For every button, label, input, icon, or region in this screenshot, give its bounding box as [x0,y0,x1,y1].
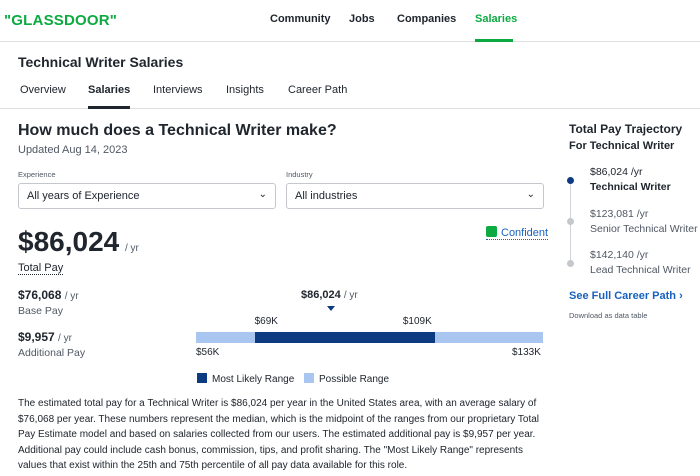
median-marker-icon [327,306,336,311]
industry-label: Industry [286,170,313,179]
additional-pay-label: Additional Pay [18,347,86,359]
top-nav: "GLASSDOOR" Community Jobs Companies Sal… [0,0,700,42]
total-pay-value: $86,024 [18,226,120,257]
trajectory-pay-2: $123,081 /yr [590,208,649,220]
see-career-path-link[interactable]: See Full Career Path › [569,290,683,302]
salary-description: The estimated total pay for a Technical … [18,398,540,471]
tab-career-path[interactable]: Career Path [288,84,348,96]
possible-range-bar [196,332,543,343]
nav-active-indicator [475,39,513,42]
median-unit: / yr [343,290,358,301]
tab-insights[interactable]: Insights [226,84,264,96]
experience-select[interactable]: All years of Experience ⌄ [18,183,276,209]
tab-active-indicator [88,106,130,109]
nav-community[interactable]: Community [270,13,331,25]
likely-low-label: $69K [254,316,278,327]
possible-low-label: $56K [196,347,220,358]
additional-pay-value: $9,957 / yr [18,330,72,344]
legend-likely: Most Likely Range [197,373,294,385]
trajectory-role-2[interactable]: Senior Technical Writer [590,223,698,235]
legend-possible: Possible Range [304,373,389,385]
glassdoor-logo[interactable]: "GLASSDOOR" [4,12,118,29]
trajectory-dot [567,218,574,225]
trajectory-title: Total Pay Trajectory [569,122,683,136]
legend-likely-swatch [197,373,207,383]
total-pay-unit: / yr [125,243,139,254]
updated-date: Updated Aug 14, 2023 [18,144,128,156]
tab-interviews[interactable]: Interviews [153,84,203,96]
additional-pay-unit: / yr [58,333,72,344]
trajectory-role-3[interactable]: Lead Technical Writer [590,264,691,276]
base-pay-unit: / yr [64,291,79,302]
tab-salaries[interactable]: Salaries [88,84,131,96]
confidence-badge[interactable]: Confident [486,226,549,240]
base-pay-label: Base Pay [18,305,63,317]
download-data-table-link[interactable]: Download as data table [569,311,648,320]
chevron-right-icon: › [679,290,683,302]
trajectory-role-1[interactable]: Technical Writer [590,181,671,193]
nav-jobs[interactable]: Jobs [349,13,375,25]
salary-heading: How much does a Technical Writer make? [18,122,337,139]
trajectory-dot [567,260,574,267]
likely-range-bar [254,332,435,343]
chevron-down-icon: ⌄ [526,189,535,200]
likely-high-label: $109K [402,316,432,327]
trajectory-pay-3: $142,140 /yr [590,249,649,261]
tab-bar: Overview Salaries Interviews Insights Ca… [0,84,700,109]
possible-high-label: $133K [512,347,541,358]
chevron-down-icon: ⌄ [258,189,267,200]
industry-select[interactable]: All industries ⌄ [286,183,544,209]
base-pay-value: $76,068 / yr [18,288,79,302]
nav-salaries[interactable]: Salaries [475,13,518,25]
trajectory-dot-current [567,177,574,184]
legend-possible-swatch [304,373,314,383]
tab-overview[interactable]: Overview [20,84,66,96]
confidence-text: Confident [501,227,549,239]
trajectory-pay-1: $86,024 /yr [590,166,643,178]
nav-companies[interactable]: Companies [397,13,457,25]
industry-value: All industries [295,190,358,202]
total-pay-label[interactable]: Total Pay [18,262,64,275]
experience-label: Experience [18,170,56,179]
median-label: $86,024 / yr [301,289,358,301]
confidence-bars-icon [486,226,497,237]
page-title: Technical Writer Salaries [18,54,184,70]
experience-value: All years of Experience [27,190,140,202]
trajectory-subtitle: For Technical Writer [569,140,675,152]
